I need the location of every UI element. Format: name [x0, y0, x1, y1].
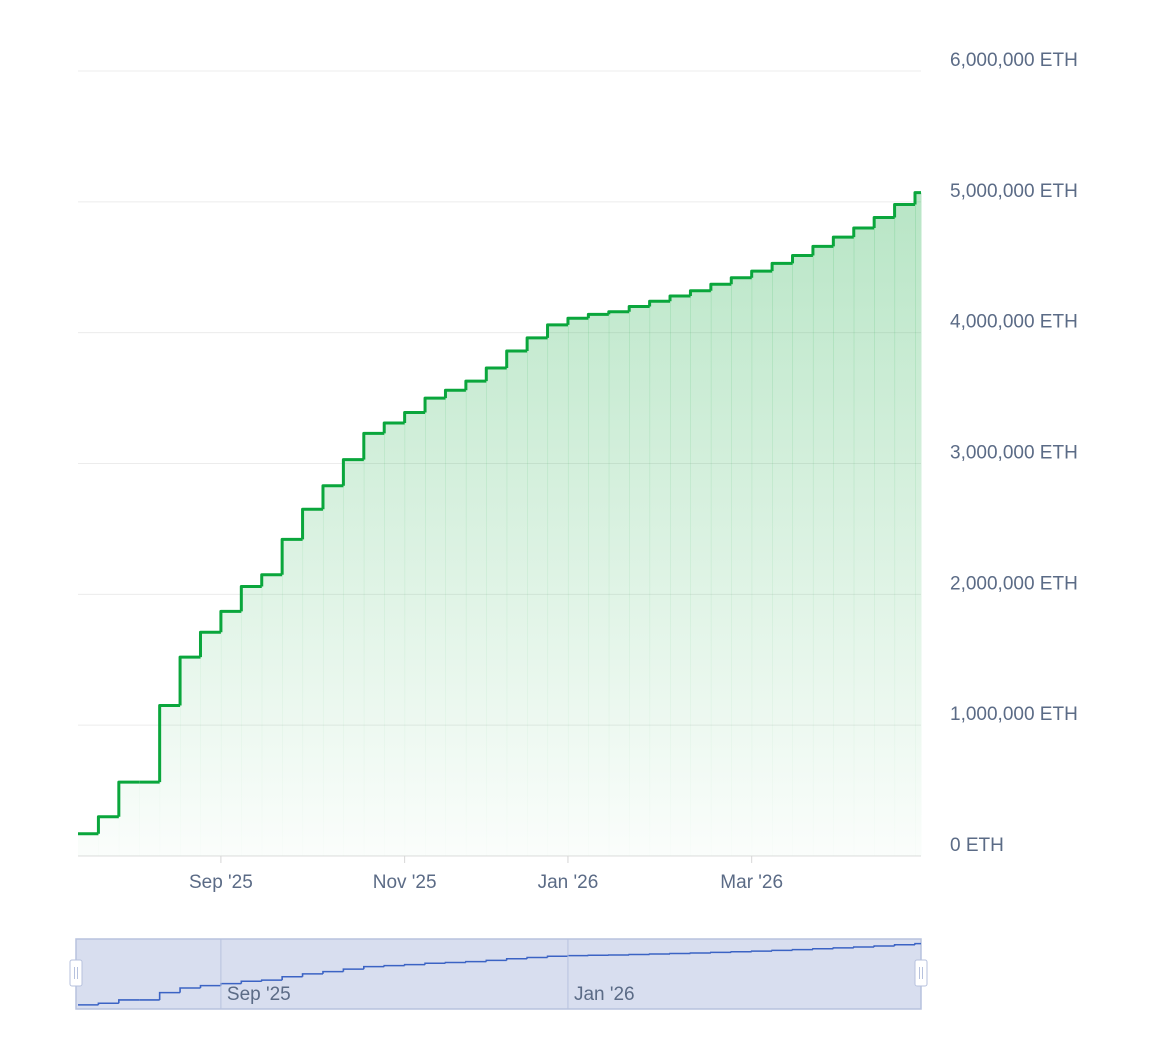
area [609, 312, 630, 856]
navigator-line [629, 955, 649, 956]
x-tick-label: Mar '26 [720, 872, 783, 893]
y-tick-label: 4,000,000 ETH [950, 312, 1078, 333]
area [241, 586, 262, 856]
y-tick-label: 6,000,000 ETH [950, 50, 1078, 71]
area [160, 706, 181, 856]
navigator-line [466, 962, 486, 963]
navigator-line [772, 950, 792, 951]
navigator-line [670, 954, 690, 955]
area [200, 632, 221, 856]
navigator-line [650, 954, 670, 955]
navigator-line [752, 951, 772, 952]
area [793, 255, 814, 856]
navigator-handle[interactable] [70, 960, 82, 986]
navigator-line [568, 956, 588, 957]
navigator-line [690, 953, 710, 954]
navigator-line [854, 947, 874, 948]
area [507, 351, 528, 856]
area [548, 325, 569, 856]
area [445, 390, 466, 856]
navigator-label: Sep '25 [227, 984, 291, 1005]
area [874, 218, 895, 856]
area [629, 307, 650, 857]
area [711, 284, 732, 856]
area [139, 782, 160, 856]
area [486, 368, 507, 856]
area [364, 433, 385, 856]
area [323, 486, 344, 856]
area [527, 338, 548, 856]
area [568, 318, 589, 856]
navigator-line [711, 952, 731, 953]
area [466, 381, 487, 856]
area [690, 291, 711, 856]
y-tick-label: 3,000,000 ETH [950, 443, 1078, 464]
area [895, 204, 916, 856]
area [282, 539, 303, 856]
area [772, 263, 793, 856]
area [425, 398, 446, 856]
y-tick-label: 5,000,000 ETH [950, 181, 1078, 202]
area [384, 423, 405, 856]
area [262, 575, 283, 856]
area [813, 246, 834, 856]
area [98, 817, 119, 856]
navigator-line [731, 952, 751, 953]
navigator-line [793, 950, 813, 951]
area [78, 834, 99, 856]
area [588, 314, 609, 856]
y-tick-label: 2,000,000 ETH [950, 573, 1078, 594]
navigator-line [833, 948, 853, 949]
y-tick-label: 1,000,000 ETH [950, 704, 1078, 725]
area [752, 271, 773, 856]
area [915, 193, 922, 856]
x-tick-label: Sep '25 [189, 872, 253, 893]
area [119, 782, 140, 856]
x-tick-label: Jan '26 [538, 872, 599, 893]
navigator-handle[interactable] [915, 960, 927, 986]
navigator-line [813, 949, 833, 950]
area [180, 657, 201, 856]
area [731, 278, 752, 856]
navigator-label: Jan '26 [574, 984, 635, 1005]
area [343, 460, 364, 856]
area [650, 301, 671, 856]
area [221, 611, 242, 856]
x-tick-label: Nov '25 [373, 872, 437, 893]
area [405, 412, 426, 856]
area [670, 296, 691, 856]
navigator-line [445, 963, 465, 964]
y-tick-label: 0 ETH [950, 835, 1004, 856]
area [303, 509, 324, 856]
area [854, 228, 875, 856]
area [833, 237, 854, 856]
